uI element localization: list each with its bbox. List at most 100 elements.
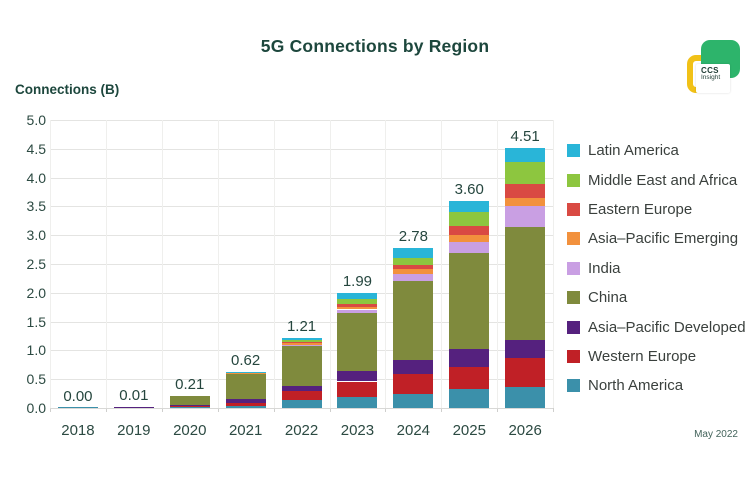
legend-item: Middle East and Africa [567, 165, 746, 194]
x-axis-tick [161, 408, 163, 412]
y-tick-label: 1.5 [26, 313, 46, 330]
gridline-x [273, 120, 275, 408]
legend-item: Latin America [567, 136, 746, 165]
y-tick-label: 0.0 [26, 400, 46, 416]
bar-segment [393, 274, 434, 282]
bar-segment [113, 406, 154, 408]
gridline-x [385, 120, 387, 408]
bar-segment [449, 200, 490, 213]
bar-segment [505, 205, 546, 228]
footer-date: May 2022 [694, 429, 738, 440]
x-axis-tick [105, 408, 107, 412]
bar-segment [449, 388, 490, 408]
gridline-y-4.0 [50, 177, 553, 179]
x-axis-tick [553, 408, 555, 412]
y-tick-label: 5.0 [26, 112, 46, 128]
bar-segment [225, 406, 266, 408]
bar-segment [393, 257, 434, 265]
gridline-y-4.5 [50, 148, 553, 150]
bar-segment [225, 371, 266, 373]
legend-swatch [567, 320, 580, 334]
bar-total-label: 0.01 [119, 387, 149, 405]
legend-item: Asia–Pacific Emerging [567, 224, 746, 253]
bar-segment [169, 395, 210, 405]
bar-segment [225, 399, 266, 404]
y-axis-title: Connections (B) [15, 82, 120, 97]
legend-item: North America [567, 371, 746, 400]
x-axis-tick [273, 408, 275, 412]
bar-total-label: 3.60 [454, 180, 484, 198]
legend-item: China [567, 283, 746, 312]
bar-segment [505, 148, 546, 163]
gridline-x [553, 120, 555, 408]
legend-swatch [567, 173, 580, 187]
bar-total-label: 0.21 [175, 375, 205, 393]
bar-segment [449, 234, 490, 243]
bar-total-label: 0.62 [231, 352, 261, 370]
x-tick-label: 2019 [117, 422, 151, 439]
y-tick-label: 1.0 [26, 342, 46, 359]
legend-label: China [588, 289, 628, 307]
x-axis-tick [329, 408, 331, 412]
gridline-y-2.5 [50, 264, 553, 265]
gridline-x [105, 120, 107, 408]
bar-segment [169, 406, 210, 408]
bar-segment [393, 269, 434, 275]
bar-segment [281, 341, 322, 344]
legend-swatch [567, 261, 580, 275]
legend-swatch [567, 202, 580, 216]
x-tick-label: 2021 [228, 422, 263, 439]
chart-title: 5G Connections by Region [260, 36, 490, 56]
legend-item: Eastern Europe [567, 195, 746, 224]
gridline-y-3.0 [50, 235, 553, 237]
bar-segment [449, 225, 490, 235]
chart-legend: Latin America Middle East and Africa Easte… [567, 136, 746, 401]
legend-swatch [567, 349, 580, 363]
legend-label: India [588, 259, 621, 277]
bar-segment [505, 386, 546, 408]
bar-segment [505, 197, 546, 206]
bar-total-label: 1.21 [286, 318, 317, 336]
x-tick-label: 2020 [173, 422, 207, 439]
gridline-x [50, 120, 51, 408]
bar-segment [225, 403, 266, 407]
bar-segment [337, 397, 378, 408]
bar-segment [393, 247, 434, 258]
bar-segment [281, 344, 322, 346]
y-tick-label: 0.5 [26, 371, 46, 388]
legend-item: Asia–Pacific Developed [567, 312, 746, 341]
y-tick-label: 4.0 [26, 169, 46, 186]
y-tick-label: 3.0 [26, 227, 46, 244]
x-axis-tick [217, 408, 219, 412]
gridline-y-2.0 [50, 292, 553, 294]
bar-segment [505, 340, 546, 359]
x-axis-tick [385, 408, 387, 412]
bar-segment [225, 374, 266, 400]
bar-total-label: 2.78 [398, 227, 428, 245]
bar-segment [449, 367, 490, 389]
bar-segment [337, 309, 378, 313]
y-tick-label: 2.5 [26, 256, 46, 272]
bar-segment [449, 242, 490, 254]
bar-total-label: 4.51 [510, 128, 540, 146]
legend-item: Western Europe [567, 342, 746, 371]
bar-segment [337, 312, 378, 371]
legend-swatch [567, 144, 580, 158]
bar-segment [505, 162, 546, 184]
bar-segment [281, 399, 322, 408]
gridline-y-1.5 [50, 321, 553, 323]
legend-item: India [567, 254, 746, 283]
bar-segment [337, 298, 378, 304]
legend-swatch [567, 379, 580, 393]
y-tick-label: 4.5 [26, 140, 46, 157]
x-axis-line [50, 408, 553, 409]
legend-label: Asia–Pacific Emerging [588, 230, 739, 248]
x-tick-label: 2026 [508, 422, 542, 439]
legend-label: Eastern Europe [588, 200, 693, 218]
bar-segment [505, 358, 546, 387]
bar-segment [169, 405, 210, 407]
x-tick-label: 2023 [340, 422, 375, 439]
x-tick-label: 2022 [284, 422, 319, 439]
gridline-x [329, 120, 331, 408]
